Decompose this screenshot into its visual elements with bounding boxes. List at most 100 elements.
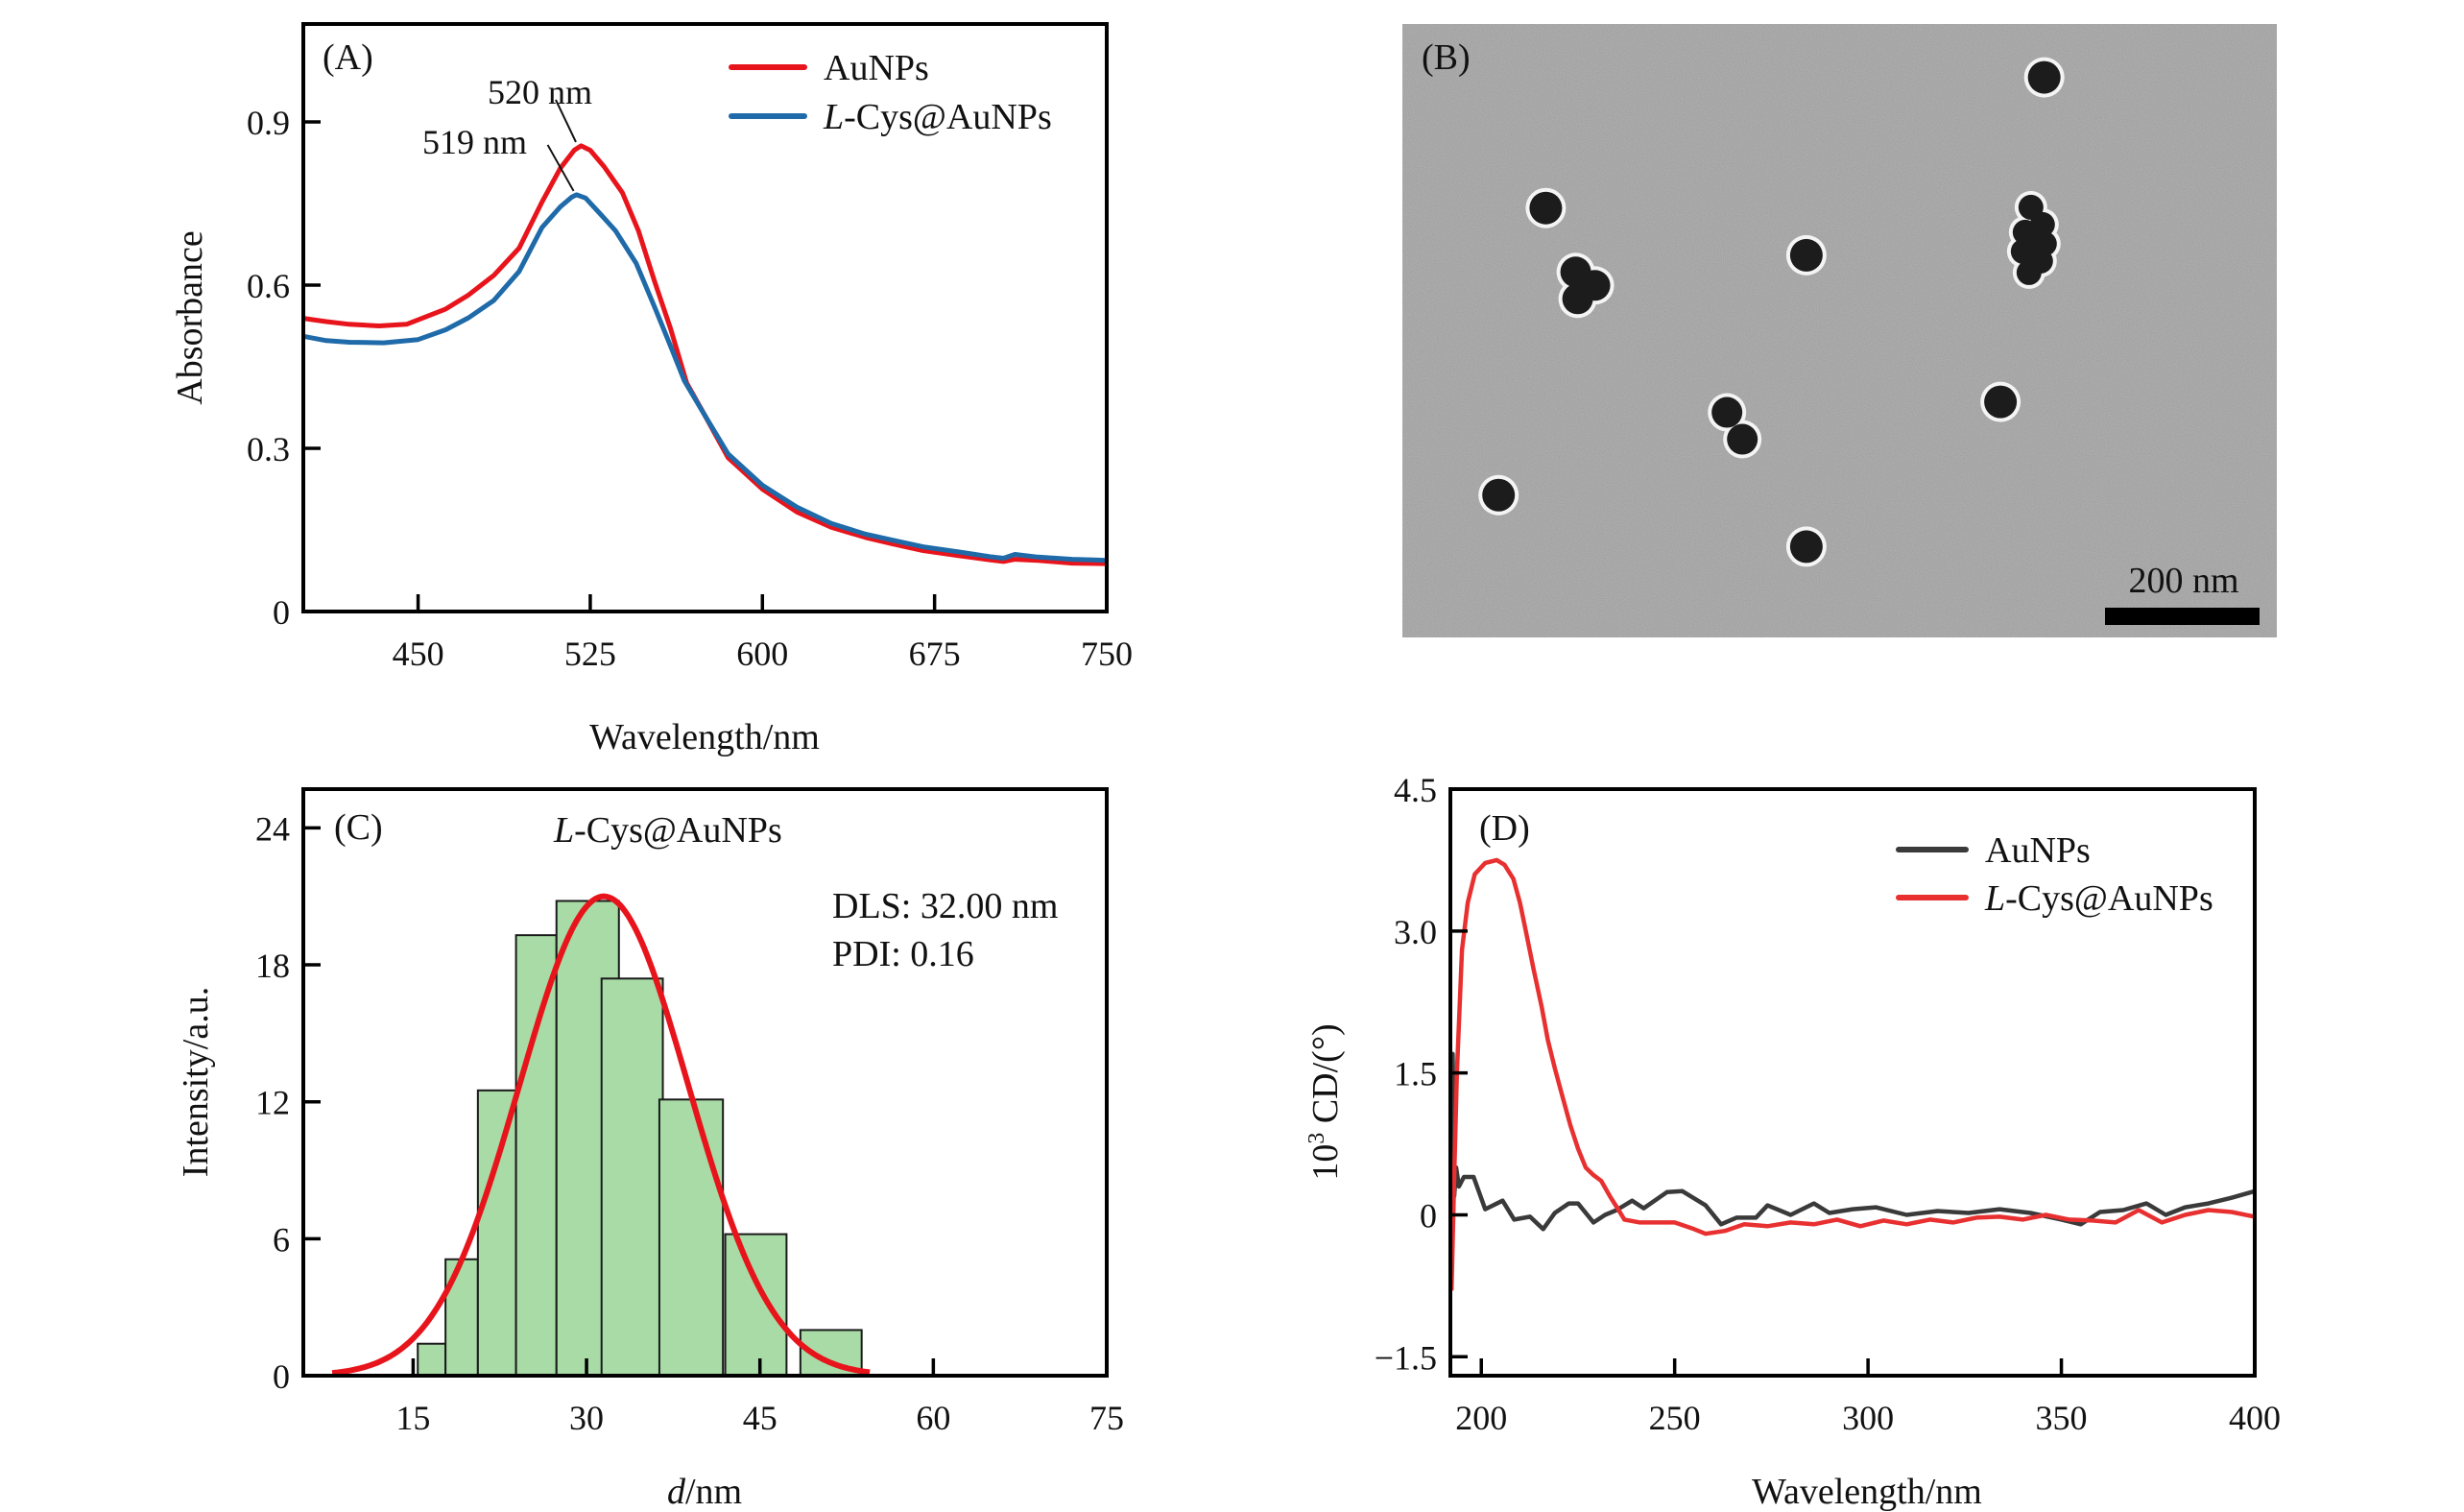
x-tick-label: 45 — [743, 1399, 777, 1437]
legend-label-rest: -Cys@AuNPs — [2005, 878, 2213, 919]
legend-label-italic: L — [823, 97, 844, 137]
annotation-leader-520 — [555, 99, 577, 143]
annotation-leader-519 — [546, 144, 575, 192]
panel-b-scale-bar — [2105, 608, 2260, 625]
nanoparticle — [1708, 393, 1762, 459]
panel-a-y-ticks: 0 0.3 0.6 0.9 — [247, 104, 321, 632]
panel-c-size-histogram: 15 30 45 60 75 0 6 12 18 24 (C) L-Cys@AuNPs DLS:… — [176, 787, 1124, 1512]
legend-label-italic: L — [1984, 878, 2005, 919]
panel-c-y-ticks: 0 6 12 18 24 — [255, 809, 321, 1396]
legend-label: AuNPs — [824, 48, 929, 88]
panel-a-legend: AuNPs L-Cys@AuNPs — [729, 48, 1052, 137]
y-tick-label: 12 — [255, 1084, 290, 1122]
nanoparticle — [1785, 526, 1827, 567]
panel-d-y-ticks: −1.5 0 1.5 3.0 4.5 — [1375, 771, 1468, 1377]
x-tick-label: 400 — [2229, 1399, 2281, 1437]
panel-c-x-axis-italic: d — [667, 1472, 686, 1512]
histogram-bar — [417, 1342, 447, 1377]
x-tick-label: 30 — [569, 1399, 604, 1437]
x-tick-label: 600 — [736, 635, 788, 673]
panel-a-plot-area — [302, 143, 1108, 566]
legend-label: L-Cys@AuNPs — [823, 97, 1052, 137]
panel-d-legend: AuNPs L-Cys@AuNPs — [1896, 830, 2213, 919]
y-tick-label: 24 — [255, 809, 290, 848]
panel-d-y-axis-rest: CD/(°) — [1305, 1023, 1346, 1132]
panel-c-tag: (C) — [334, 807, 383, 848]
panel-a-tag: (A) — [323, 37, 373, 78]
panel-d-y-axis-sup: 3 — [1304, 1133, 1329, 1144]
histogram-bar — [658, 1098, 725, 1377]
panel-d-x-ticks: 200 250 300 350 400 — [1455, 1358, 2281, 1437]
panel-c-x-axis-rest: /nm — [685, 1472, 742, 1512]
nanoparticle — [1556, 252, 1615, 319]
panel-d-frame — [1448, 787, 2257, 1378]
panel-c-title: L-Cys@AuNPs — [553, 810, 782, 851]
panel-d-cd-chart: 200 250 300 350 400 −1.5 0 1.5 3.0 4.5 (D) Wavel… — [1304, 771, 2281, 1512]
x-tick-label: 675 — [909, 635, 961, 673]
x-tick-label: 525 — [564, 635, 616, 673]
particle-core — [1482, 478, 1516, 512]
panel-d-plot-area — [1448, 857, 2256, 1291]
histogram-bar — [514, 934, 558, 1377]
particle-core — [1529, 191, 1563, 225]
histogram-bar — [724, 1233, 788, 1378]
x-tick-label: 750 — [1081, 635, 1133, 673]
panel-a-absorbance-chart: 450 525 600 675 750 0 0.3 0.6 0.9 (A) Wavelengt… — [170, 22, 1133, 757]
panel-c-pdi-text: PDI: 0.16 — [832, 934, 974, 974]
panel-b-scale-bar-label: 200 nm — [2128, 561, 2238, 601]
nanoparticle — [1980, 381, 2021, 422]
legend-label-rest: AuNPs — [1985, 830, 2091, 871]
series-line-l-cys-aunps — [302, 192, 1108, 564]
panel-d-y-axis-prefix: 10 — [1305, 1144, 1346, 1181]
gaussian-fit-curve — [331, 893, 871, 1377]
x-tick-label: 300 — [1842, 1399, 1894, 1437]
particle-core — [2027, 60, 2061, 94]
panel-c-x-ticks: 15 30 45 60 75 — [395, 1358, 1124, 1437]
legend-label: AuNPs — [1985, 830, 2091, 871]
panel-c-title-rest: -Cys@AuNPs — [574, 810, 782, 851]
panel-c-dls-text: DLS: 32.00 nm — [832, 886, 1058, 926]
nanoparticle — [2006, 190, 2061, 289]
y-tick-label: 18 — [255, 947, 290, 985]
panel-c-y-axis-title: Intensity/a.u. — [176, 987, 216, 1177]
y-tick-label: 0 — [1420, 1196, 1437, 1235]
x-tick-label: 75 — [1089, 1399, 1124, 1437]
y-tick-label: 0.3 — [247, 430, 290, 468]
histogram-bar — [444, 1258, 479, 1377]
y-tick-label: 6 — [273, 1220, 290, 1259]
y-tick-label: 0.9 — [247, 104, 290, 142]
panel-d-x-axis-title: Wavelength/nm — [1752, 1472, 1982, 1512]
y-tick-label: 4.5 — [1394, 771, 1437, 809]
particle-core — [1789, 238, 1823, 272]
panel-b-tem-image: (B) 200 nm — [1402, 24, 2277, 637]
particle-core — [1727, 423, 1758, 455]
particle-core — [1984, 385, 2018, 419]
panel-b-tem-background — [1402, 24, 2277, 637]
particle-core — [2016, 259, 2042, 285]
nanoparticle — [2023, 57, 2065, 98]
y-tick-label: −1.5 — [1375, 1338, 1437, 1377]
x-tick-label: 60 — [916, 1399, 950, 1437]
series-line-aunps — [1448, 1051, 2256, 1272]
particle-core — [2012, 219, 2038, 245]
y-tick-label: 0.6 — [247, 267, 290, 305]
panel-b-tag: (B) — [1422, 37, 1471, 78]
legend-label-rest: AuNPs — [824, 48, 929, 88]
nanoparticle — [1478, 474, 1519, 516]
panel-a-y-axis-title: Absorbance — [170, 230, 210, 404]
x-tick-label: 200 — [1455, 1399, 1507, 1437]
panel-a-x-ticks: 450 525 600 675 750 — [393, 594, 1133, 673]
x-tick-label: 15 — [395, 1399, 430, 1437]
panel-a-peak-annotations: 520 nm 519 nm — [422, 73, 592, 192]
series-line-aunps — [302, 143, 1108, 566]
y-tick-label: 3.0 — [1394, 913, 1437, 951]
nanoparticle — [1525, 187, 1567, 228]
panel-c-frame — [301, 787, 1109, 1378]
histogram-bar — [600, 977, 664, 1377]
panel-a-frame — [301, 22, 1109, 613]
x-tick-label: 450 — [393, 635, 444, 673]
legend-label: L-Cys@AuNPs — [1984, 878, 2213, 919]
panel-c-x-axis-title: d/nm — [667, 1472, 742, 1512]
x-tick-label: 250 — [1649, 1399, 1701, 1437]
